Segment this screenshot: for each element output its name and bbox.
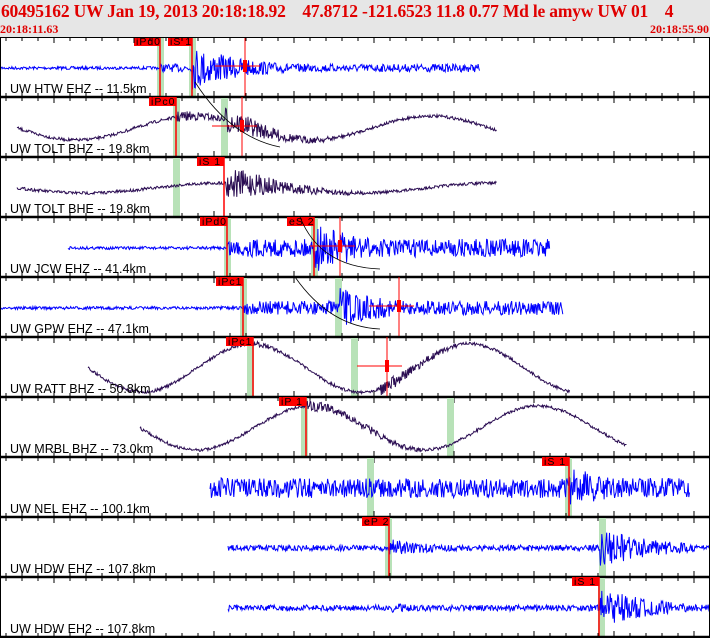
waveform xyxy=(139,400,627,453)
pick-label: iPd0 xyxy=(136,37,161,48)
pick-flag[interactable] xyxy=(362,517,389,526)
trace-8[interactable]: iS 1 UW NEL EHZ -- 100.1km xyxy=(10,456,690,517)
trace-6[interactable]: iPc1 UW RATT BHZ -- 50.8km xyxy=(10,336,571,397)
pick-flag[interactable] xyxy=(197,157,224,166)
travel-time-curve xyxy=(194,81,381,330)
pick-flag[interactable] xyxy=(134,37,160,46)
pick-window xyxy=(367,458,374,517)
pick-window xyxy=(173,158,180,217)
trace-label: UW TOLT BHE -- 19.8km xyxy=(10,202,150,216)
trace-label: UW GPW EHZ -- 47.1km xyxy=(10,322,149,336)
pick-window xyxy=(351,338,358,397)
waveform xyxy=(227,590,710,623)
pick-window xyxy=(221,98,228,157)
pick-label: iPd0 xyxy=(202,216,227,228)
pick-label: iS 1 xyxy=(544,456,566,468)
event-header: 60495162 UW Jan 19, 2013 20:18:18.92 47.… xyxy=(0,0,710,37)
trace-7[interactable]: iP 1 UW MRBL BHZ -- 73.0km xyxy=(10,396,627,457)
pick-label: eS 2 xyxy=(289,216,315,228)
pick-window xyxy=(301,398,308,457)
pick-flag[interactable] xyxy=(216,277,243,286)
waveform xyxy=(87,339,571,396)
trace-label: UW HDW EHZ -- 107.8km xyxy=(10,562,156,576)
pick-window xyxy=(247,338,254,397)
pick-label: eP 2 xyxy=(364,516,389,528)
trace-3[interactable]: iS 1 UW TOLT BHE -- 19.8km xyxy=(10,156,497,217)
waveform xyxy=(16,170,497,197)
pick-label: iPc0 xyxy=(151,96,175,108)
time-start: 20:18:11.63 xyxy=(0,22,59,36)
pick-label: iS 1 xyxy=(170,37,192,48)
waveform xyxy=(16,107,497,144)
trace-label: UW TOLT BHZ -- 19.8km xyxy=(10,142,149,156)
pick-label: iP 1 xyxy=(281,396,303,408)
pick-label: iPc1 xyxy=(218,276,242,288)
pick-flag[interactable] xyxy=(542,457,569,466)
pick-window xyxy=(447,398,454,457)
waveform xyxy=(209,469,690,505)
trace-label: UW HDW EH2 -- 107.8km xyxy=(10,622,155,636)
trace-4[interactable]: iPd0 eS 2 UW JCW EHZ -- 41.4km xyxy=(10,216,551,277)
trace-9[interactable]: eP 2 UW HDW EHZ -- 107.8km xyxy=(10,516,710,577)
trace-10[interactable]: iS 1 UW HDW EH2 -- 107.8km xyxy=(10,576,710,637)
pick-flag[interactable] xyxy=(287,217,314,226)
pick-flag[interactable] xyxy=(200,217,227,226)
pick-flag[interactable] xyxy=(168,37,192,46)
seismogram-panel[interactable]: iPd0 iS 1 UW HTW EHZ -- 11.5km iPc0 UW TOLT … xyxy=(0,37,710,638)
trace-label: UW HTW EHZ -- 11.5km xyxy=(10,82,147,96)
waveform xyxy=(227,532,710,566)
event-title: 60495162 UW Jan 19, 2013 20:18:18.92 47.… xyxy=(1,1,674,21)
pick-flag[interactable] xyxy=(279,397,306,406)
trace-label: UW JCW EHZ -- 41.4km xyxy=(10,262,146,276)
pick-label: iS 1 xyxy=(574,576,596,588)
pick-flag[interactable] xyxy=(226,337,253,346)
pick-flag[interactable] xyxy=(572,577,599,586)
trace-label: UW MRBL BHZ -- 73.0km xyxy=(10,442,153,456)
pick-label: iS 1 xyxy=(199,156,221,168)
trace-label: UW NEL EHZ -- 100.1km xyxy=(10,502,150,516)
waveform xyxy=(0,50,480,90)
waveform xyxy=(0,288,564,325)
pick-flag[interactable] xyxy=(149,97,176,106)
trace-5[interactable]: iPc1 UW GPW EHZ -- 47.1km xyxy=(0,276,564,337)
trace-2[interactable]: iPc0 UW TOLT BHZ -- 19.8km xyxy=(10,96,497,157)
time-end: 20:18:55.90 xyxy=(650,22,709,36)
trace-1[interactable]: iPd0 iS 1 UW HTW EHZ -- 11.5km xyxy=(0,37,480,97)
pick-window xyxy=(335,278,342,337)
pick-label: iPc1 xyxy=(228,336,252,348)
waveform xyxy=(67,226,551,271)
trace-label: UW RATT BHZ -- 50.8km xyxy=(10,382,151,396)
